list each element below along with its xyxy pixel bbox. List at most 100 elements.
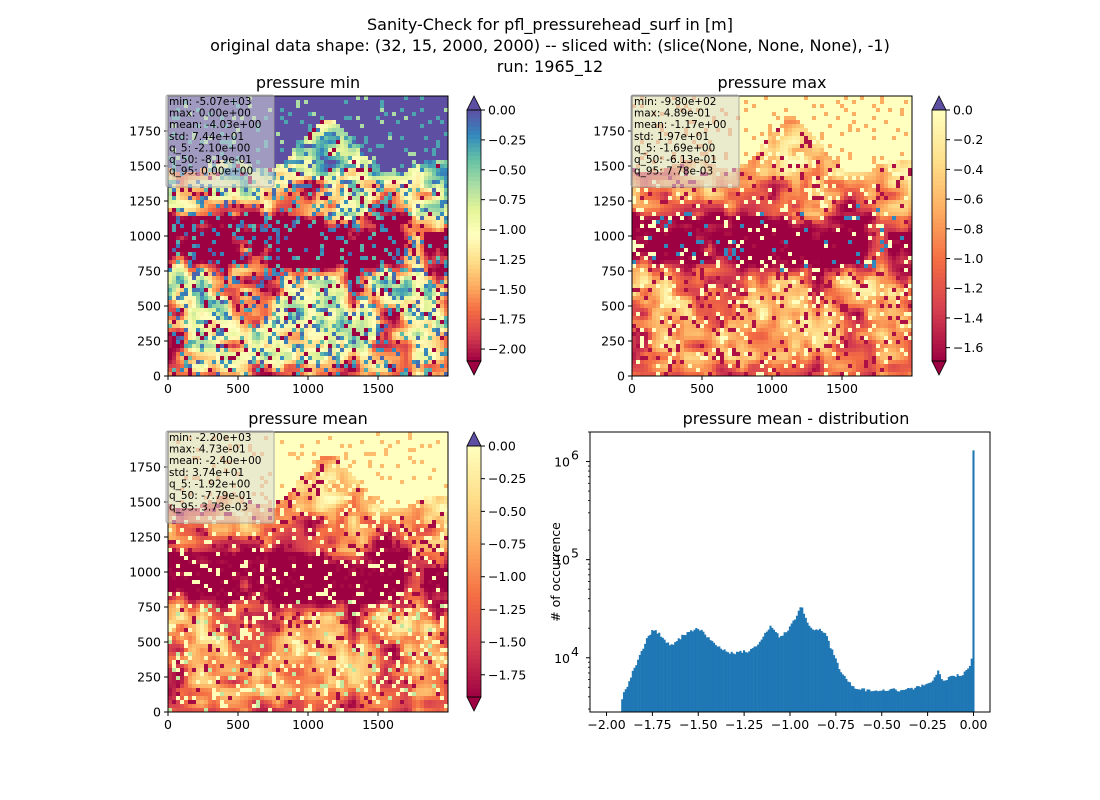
heatmap-cell [436,216,441,221]
heatmap-cell [384,140,389,145]
heatmap-cell [348,176,353,181]
heatmap-cell [440,132,445,137]
heatmap-cell [376,260,381,265]
heatmap-cell [212,276,217,281]
heatmap-cell [444,232,449,237]
heatmap-cell [352,168,357,173]
heatmap-cell [432,180,437,185]
heatmap-cell [280,196,285,201]
heatmap-cell [252,368,257,373]
heatmap-cell [344,108,349,113]
colorbar-segment [467,151,481,157]
heatmap-cell [200,260,205,265]
heatmap-cell [196,260,201,265]
heatmap-cell [228,208,233,213]
heatmap-cell [328,96,333,101]
heatmap-cell [380,264,385,269]
heatmap-cell [420,240,425,245]
heatmap-cell [220,256,225,261]
heatmap-cell [332,224,337,229]
heatmap-cell [324,320,329,325]
heatmap-cell [216,324,221,329]
heatmap-cell [444,148,449,153]
heatmap-cell [172,304,177,309]
heatmap-cell [376,328,381,333]
heatmap-cell [236,220,241,225]
heatmap-cell [232,352,237,357]
heatmap-cell [228,304,233,309]
heatmap-cell [444,240,449,245]
heatmap-cell [336,348,341,353]
heatmap-cell [404,268,409,273]
heatmap-cell [284,332,289,337]
heatmap-cell [276,256,281,261]
heatmap-cell [424,272,429,277]
heatmap-cell [444,220,449,225]
heatmap-cell [268,228,273,233]
colorbar-segment [467,294,481,299]
heatmap-cell [384,96,389,101]
heatmap-cell [188,252,193,257]
heatmap-cell [372,228,377,233]
heatmap-cell [436,344,441,349]
heatmap-cell [344,112,349,117]
heatmap-cell [408,108,413,113]
heatmap-cell [268,256,273,261]
heatmap-cell [264,300,269,305]
heatmap-cell [432,364,437,369]
heatmap-cell [344,324,349,329]
heatmap-cell [364,324,369,329]
heatmap-cell [304,340,309,345]
heatmap-cell [296,236,301,241]
heatmap-cell [340,240,345,245]
heatmap-cell [240,280,245,285]
heatmap-cell [240,276,245,281]
heatmap-cell [228,372,233,377]
heatmap-cell [384,256,389,261]
heatmap-cell [324,352,329,357]
heatmap-cell [392,156,397,161]
heatmap-cell [384,356,389,361]
heatmap-cell [376,364,381,369]
heatmap-cell [304,228,309,233]
heatmap-cell [204,344,209,349]
heatmap-cell [336,268,341,273]
heatmap-cell [304,264,309,269]
heatmap-cell [168,216,173,221]
heatmap-cell [404,348,409,353]
heatmap-cell [360,268,365,273]
heatmap-cell [340,264,345,269]
colorbar-segment [467,143,481,149]
heatmap-cell [420,312,425,317]
heatmap-cell [364,220,369,225]
heatmap-cell [360,252,365,257]
heatmap-cell [248,200,253,205]
heatmap-cell [352,264,357,269]
heatmap-cell [168,336,173,341]
heatmap-cell [332,260,337,265]
colorbar-segment [467,202,481,207]
heatmap-cell [328,208,333,213]
heatmap-cell [268,332,273,337]
heatmap-cell [352,256,357,261]
heatmap-cell [328,144,333,149]
heatmap-cell [384,104,389,109]
heatmap-cell [292,228,297,233]
heatmap-cell [208,216,213,221]
heatmap-cell [440,228,445,233]
heatmap-cell [224,280,229,285]
heatmap-cell [324,272,329,277]
heatmap-cell [352,108,357,113]
heatmap-cell [236,260,241,265]
heatmap-cell [208,356,213,361]
heatmap-cell [396,224,401,229]
heatmap-cell [336,368,341,373]
heatmap-cell [228,368,233,373]
heatmap-cell [380,272,385,277]
heatmap-cell [364,156,369,161]
heatmap-cell [176,244,181,249]
heatmap-cell [284,280,289,285]
heatmap-cell [288,344,293,349]
heatmap-cell [348,144,353,149]
heatmap-cell [168,324,173,329]
